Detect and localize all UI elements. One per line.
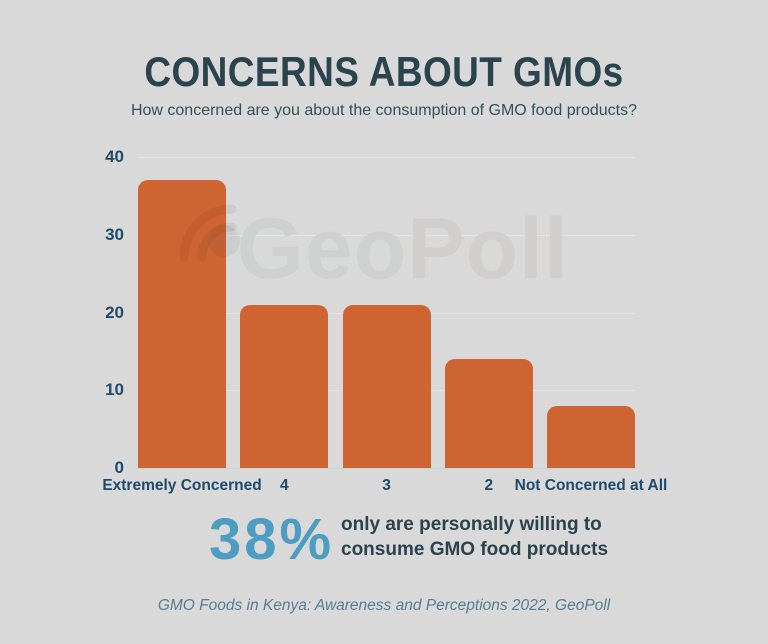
- bar-chart-plot-area: [138, 157, 635, 469]
- x-axis: Extremely Concerned 4 3 2 Not Concerned at A…: [102, 477, 667, 497]
- stat-description-line2: consume GMO food products: [341, 539, 609, 560]
- y-axis-tick-30: 30: [105, 224, 124, 244]
- y-axis-tick-40: 40: [105, 147, 124, 166]
- x-axis-label-3: 3: [382, 477, 391, 494]
- stat-description-line1: only are personally willing to: [341, 514, 602, 535]
- x-axis-label-2: 2: [484, 477, 494, 494]
- y-axis: 0 10 20 30 40: [80, 147, 130, 477]
- source-citation: GMO Foods in Kenya: Awareness and Percep…: [157, 597, 611, 614]
- y-axis-tick-0: 0: [114, 458, 124, 477]
- y-axis-tick-10: 10: [105, 380, 124, 400]
- stat-value: 38%: [209, 507, 335, 572]
- bar-2: [444, 359, 533, 468]
- bar-not-concerned-at-all: [547, 405, 635, 468]
- y-axis-tick-20: 20: [105, 302, 124, 322]
- page-title: CONCERNS ABOUT GMOs: [144, 48, 624, 95]
- bar-4: [240, 304, 329, 468]
- x-axis-label-extremely-concerned: Extremely Concerned: [102, 477, 262, 494]
- x-axis-label-4: 4: [279, 477, 289, 494]
- bar-extremely-concerned: [138, 180, 226, 468]
- x-axis-line: [138, 468, 635, 469]
- stat-description: only are personally willing to consume G…: [341, 512, 608, 562]
- gridline-30: [138, 234, 635, 236]
- page-subtitle: How concerned are you about the consumpt…: [130, 102, 638, 119]
- x-axis-label-not-concerned-at-all: Not Concerned at All: [514, 477, 668, 494]
- gridline-40: [138, 157, 635, 158]
- bar-3: [342, 304, 431, 468]
